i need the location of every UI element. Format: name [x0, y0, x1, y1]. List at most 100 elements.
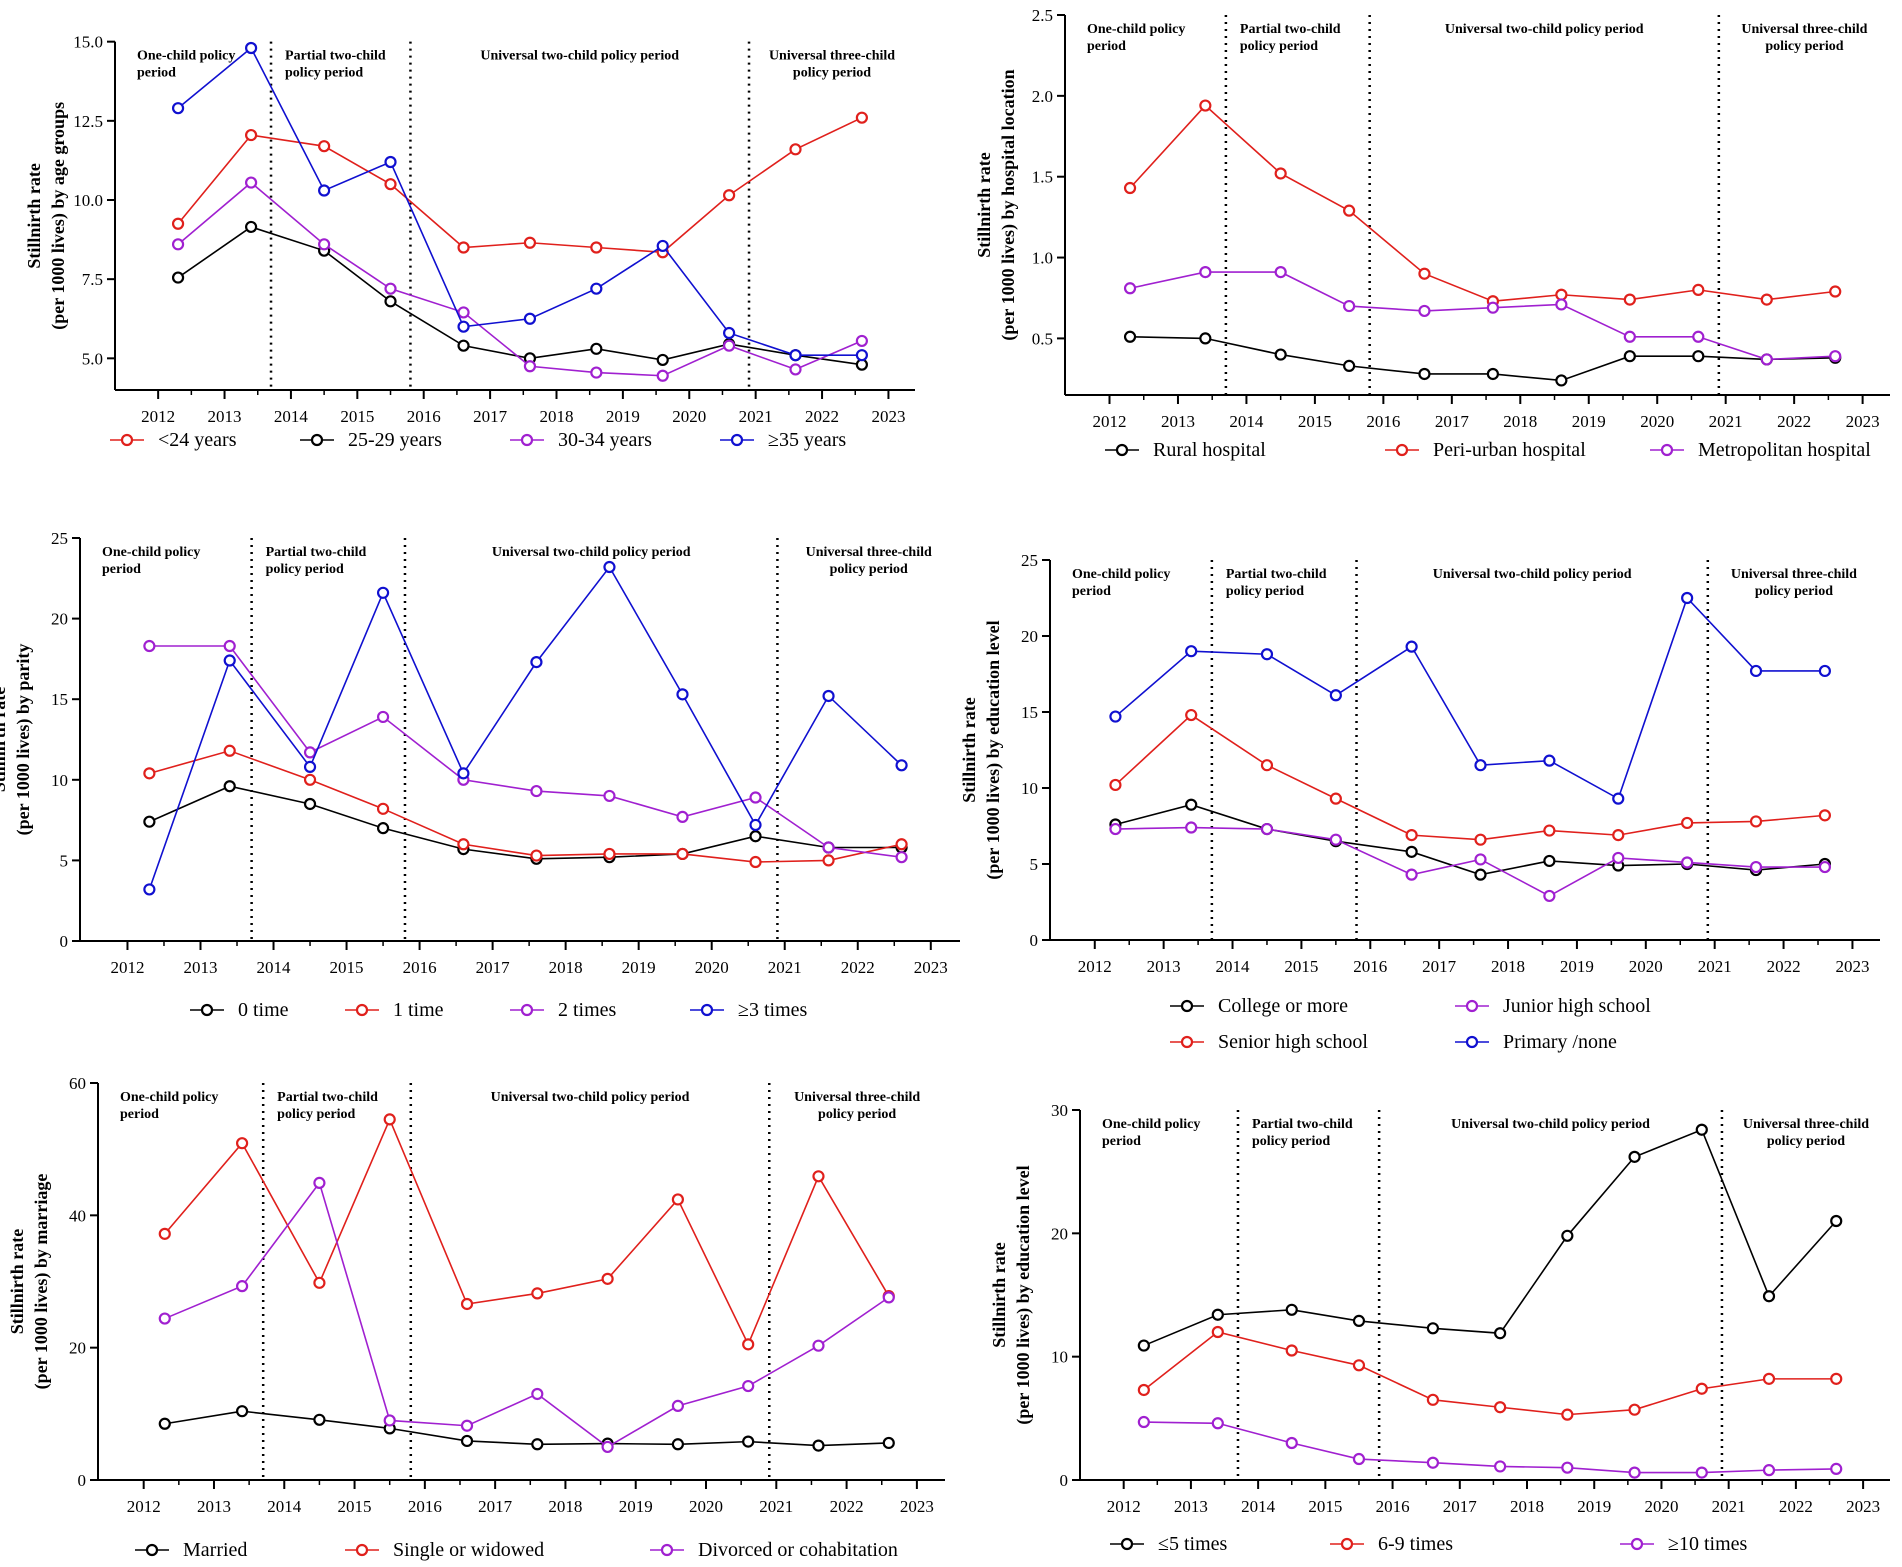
x-tick-label: 2020 [1644, 1497, 1678, 1516]
data-point [1426, 1393, 1440, 1406]
data-point [1274, 348, 1287, 361]
x-tick-label: 2012 [1078, 957, 1112, 976]
x-tick-label: 2023 [900, 1497, 934, 1516]
data-point [1123, 282, 1137, 295]
x-tick-label: 2017 [1435, 412, 1470, 431]
data-point [223, 744, 236, 757]
legend-marker [1120, 1537, 1134, 1551]
data-point [1474, 868, 1487, 881]
data-point [1561, 1461, 1574, 1474]
x-tick-label: 2017 [473, 407, 508, 426]
x-tick-label: 2023 [1846, 1497, 1880, 1516]
x-tick-label: 2016 [403, 958, 437, 977]
x-tick-label: 2020 [1629, 957, 1663, 976]
data-point [1343, 299, 1356, 313]
data-point [1830, 1462, 1843, 1476]
data-point [1285, 1303, 1298, 1316]
period-label: One-child policy [1087, 22, 1185, 37]
data-point [523, 360, 537, 373]
y-tick-label: 5.0 [82, 349, 103, 368]
data-point [1762, 1464, 1776, 1477]
period-label: One-child policy [120, 1090, 218, 1105]
legend-marker [200, 1003, 214, 1017]
x-tick-label: 2015 [330, 958, 364, 977]
data-point [1628, 1403, 1641, 1416]
data-point [812, 1439, 825, 1452]
period-label: policy period [266, 562, 344, 577]
data-point [1185, 798, 1198, 811]
data-point [742, 1435, 755, 1448]
period-label: period [137, 66, 176, 81]
data-point [1695, 1382, 1708, 1395]
data-point [523, 312, 537, 325]
data-point [1555, 288, 1568, 301]
data-point [384, 155, 397, 169]
data-point [603, 560, 616, 574]
series-line--35-years [177, 46, 862, 356]
y-tick-label: 7.5 [82, 270, 103, 289]
y-tick-label: 1.0 [1032, 249, 1053, 268]
period-label: policy period [1767, 1134, 1845, 1149]
period-label: Universal three-child [769, 49, 895, 64]
data-point [676, 688, 689, 701]
data-point [1749, 664, 1763, 678]
y-tick-label: 5 [1030, 855, 1039, 874]
data-point [1418, 304, 1431, 318]
data-point [603, 847, 616, 861]
data-point [671, 1438, 684, 1451]
x-tick-label: 2015 [1284, 957, 1318, 976]
x-tick-label: 2022 [841, 958, 875, 977]
data-point [1681, 591, 1694, 605]
period-label: Universal three-child [1743, 1117, 1869, 1132]
x-tick-label: 2015 [1308, 1497, 1342, 1516]
legend-marker [520, 1003, 534, 1017]
y-axis-label: (per 1000 lives) by marriage [31, 1174, 52, 1390]
period-label: policy period [285, 66, 363, 81]
period-label: Universal two-child policy period [491, 1090, 690, 1105]
x-tick-label: 2019 [1560, 957, 1594, 976]
legend-marker [1115, 443, 1129, 457]
data-point [1543, 824, 1556, 837]
data-point [1199, 266, 1212, 279]
data-point [1760, 353, 1773, 366]
data-point [749, 830, 762, 843]
y-axis-label: (per 1000 lives) by education level [983, 620, 1004, 879]
data-point [742, 1338, 755, 1351]
x-tick-label: 2018 [549, 958, 583, 977]
data-point [318, 238, 331, 251]
data-point [1628, 1466, 1641, 1479]
x-tick-label: 2016 [408, 1497, 442, 1516]
data-point [749, 855, 762, 869]
data-point [1352, 1359, 1366, 1372]
series-line--24-years [177, 116, 863, 254]
data-point [1426, 1322, 1440, 1335]
data-point [223, 780, 236, 793]
x-tick-label: 2022 [1779, 1497, 1813, 1516]
data-point [158, 1417, 171, 1430]
data-point [1274, 266, 1287, 279]
data-point [1692, 350, 1705, 363]
y-axis-label: Stillnirth rate [7, 1229, 27, 1335]
data-point [1543, 754, 1556, 767]
data-point [384, 282, 397, 295]
data-point [384, 295, 397, 308]
data-point [1274, 167, 1287, 180]
y-axis-label: (per 1000 lives) by education level [1013, 1165, 1034, 1424]
y-tick-label: 2.0 [1032, 87, 1053, 106]
period-label: period [120, 1107, 159, 1122]
x-tick-label: 2013 [208, 407, 242, 426]
data-point [676, 847, 689, 861]
panel-age-groups: 5.0 7.5 10.0 12.5 15.0 2012 2013 2014 2015 2016 20… [24, 33, 915, 451]
series-line-0-time [149, 785, 902, 860]
x-tick-label: 2013 [1161, 412, 1195, 431]
data-point [1612, 851, 1625, 865]
data-point [457, 306, 470, 319]
data-point [1829, 285, 1842, 298]
data-point [590, 342, 603, 355]
legend-marker [1340, 1537, 1354, 1551]
data-point [1486, 367, 1500, 381]
y-axis-label: (per 1000 lives) by parity [13, 644, 34, 836]
series-line-30-34-years [177, 181, 863, 377]
legend-label: 0 time [238, 999, 289, 1021]
